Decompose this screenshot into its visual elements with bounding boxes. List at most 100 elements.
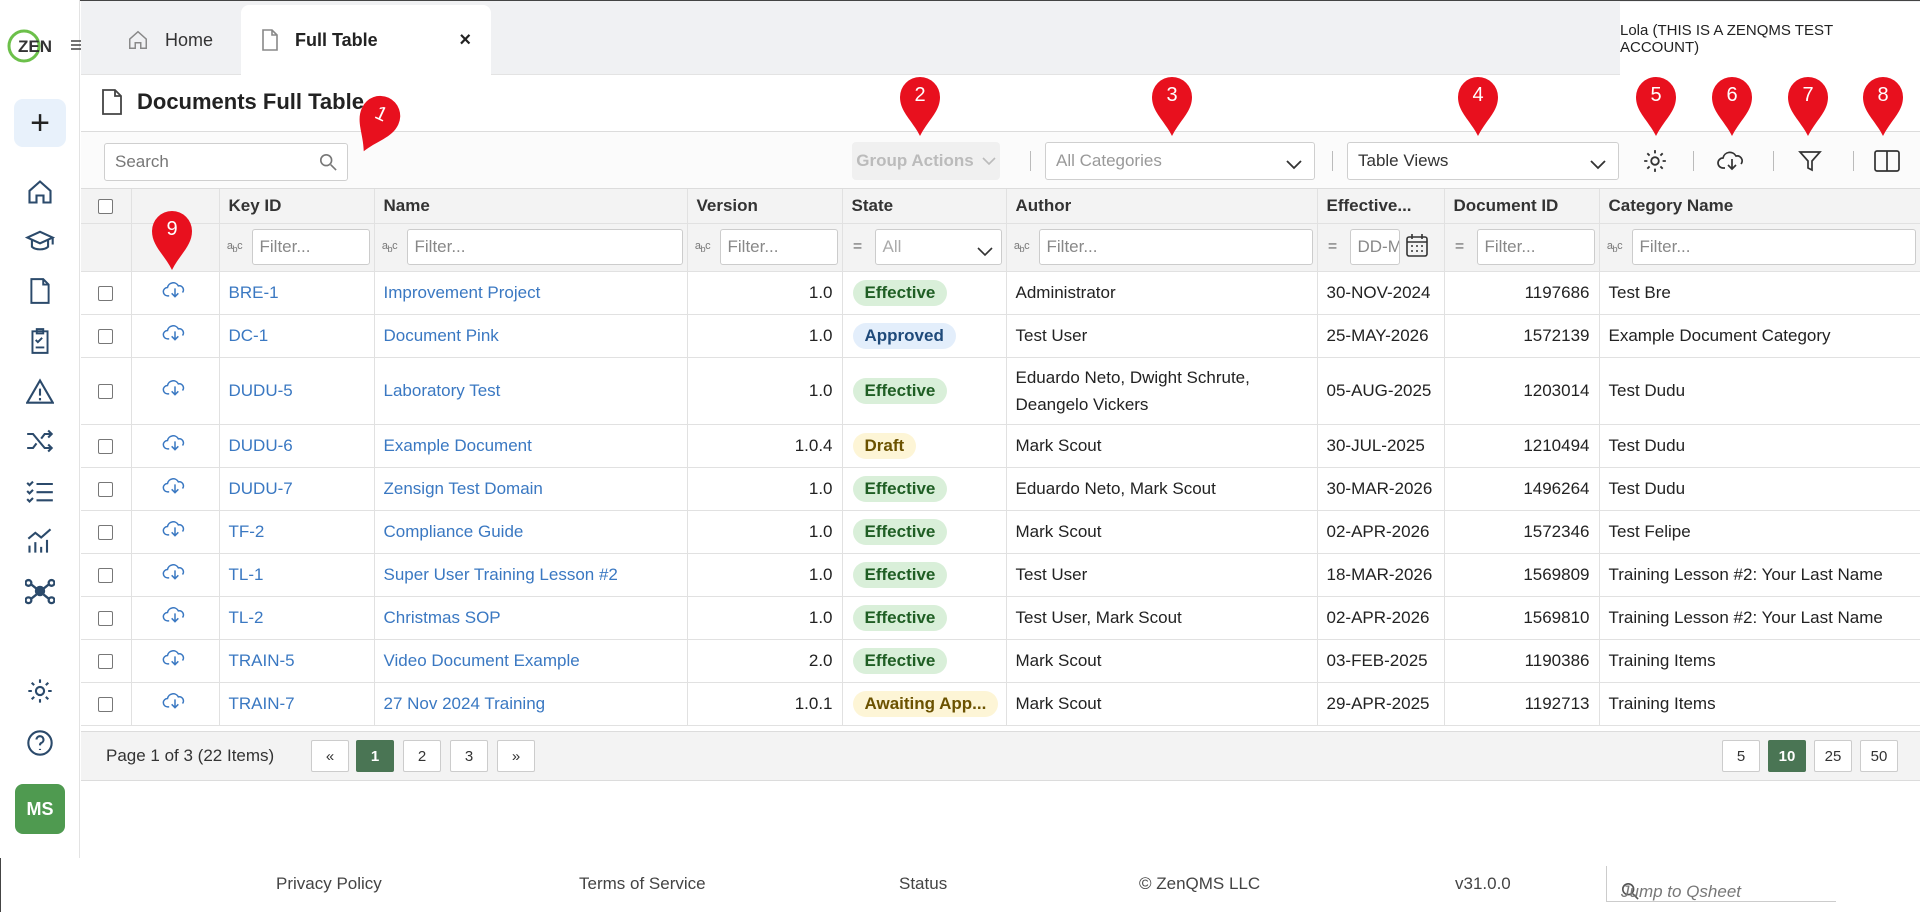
task-list-icon[interactable] [24, 475, 56, 507]
privacy-policy-link[interactable]: Privacy Policy [276, 874, 382, 893]
search-input[interactable]: Search [104, 143, 348, 181]
next-page-button[interactable]: » [497, 740, 535, 772]
state-filter-select[interactable]: All [874, 229, 1002, 265]
key-id-link[interactable]: TL-1 [219, 553, 375, 597]
home-icon[interactable] [24, 176, 56, 208]
search-icon[interactable] [319, 153, 337, 176]
column-header-effective[interactable]: Effective... [1317, 189, 1445, 224]
page-button-1[interactable]: 1 [356, 740, 394, 772]
close-tab-icon[interactable]: × [459, 28, 471, 51]
document-name-link[interactable]: Laboratory Test [374, 357, 688, 425]
table-row[interactable]: TL-2 Christmas SOP 1.0 Effective Test User, … [81, 596, 1920, 640]
document-name-link[interactable]: Improvement Project [374, 271, 688, 315]
key-id-link[interactable]: TRAIN-5 [219, 639, 375, 683]
row-checkbox[interactable] [98, 567, 114, 583]
cloud-download-icon[interactable] [162, 605, 188, 625]
status-link[interactable]: Status [899, 874, 948, 893]
table-row[interactable]: DUDU-5 Laboratory Test 1.0 Effective Eduardo… [81, 357, 1920, 425]
user-account-label[interactable]: Lola (THIS IS A ZENQMS TEST ACCOUNT) [1620, 2, 1920, 76]
cloud-download-icon[interactable] [162, 323, 188, 343]
cloud-download-icon[interactable] [1717, 146, 1747, 176]
shuffle-icon[interactable] [24, 425, 56, 457]
date-filter[interactable]: DD-M [1349, 229, 1400, 265]
page-button-2[interactable]: 2 [403, 740, 441, 772]
document-name-link[interactable]: Super User Training Lesson #2 [374, 553, 688, 597]
key-id-link[interactable]: DUDU-7 [219, 467, 375, 511]
settings-gear-icon[interactable] [1640, 146, 1670, 176]
key-id-link[interactable]: TL-2 [219, 596, 375, 640]
user-avatar[interactable]: MS [15, 784, 65, 834]
key-id-link[interactable]: DC-1 [219, 314, 375, 358]
document-name-link[interactable]: Video Document Example [374, 639, 688, 683]
column-header-state[interactable]: State [842, 189, 1007, 224]
page-size-25[interactable]: 25 [1814, 740, 1852, 772]
zen-logo[interactable]: ZEN [7, 28, 55, 64]
checklist-icon[interactable] [24, 325, 56, 357]
key-id-filter[interactable]: Filter... [251, 229, 370, 265]
text-filter-icon[interactable]: abc [694, 239, 711, 255]
row-checkbox[interactable] [98, 610, 114, 626]
text-filter-icon[interactable]: abc [226, 239, 243, 255]
author-filter[interactable]: Filter... [1038, 229, 1313, 265]
document-name-link[interactable]: Example Document [374, 424, 688, 468]
cloud-download-icon[interactable] [162, 280, 188, 300]
cloud-download-icon[interactable] [162, 519, 188, 539]
jump-to-qsheet-input[interactable]: Jump to Qsheet [1606, 866, 1836, 902]
page-button-3[interactable]: 3 [450, 740, 488, 772]
row-checkbox[interactable] [98, 481, 114, 497]
table-row[interactable]: DUDU-6 Example Document 1.0.4 Draft Mark Sco… [81, 424, 1920, 468]
table-row[interactable]: BRE-1 Improvement Project 1.0 Effective Admi… [81, 271, 1920, 315]
key-id-link[interactable]: BRE-1 [219, 271, 375, 315]
cloud-download-icon[interactable] [162, 691, 188, 711]
analytics-icon[interactable] [24, 525, 56, 557]
text-filter-icon[interactable]: abc [1013, 239, 1030, 255]
table-views-select[interactable]: Table Views [1347, 142, 1619, 180]
table-row[interactable]: DUDU-7 Zensign Test Domain 1.0 Effective Edu… [81, 467, 1920, 511]
page-size-50[interactable]: 50 [1860, 740, 1898, 772]
column-header-name[interactable]: Name [374, 189, 688, 224]
document-name-link[interactable]: 27 Nov 2024 Training [374, 682, 688, 726]
row-checkbox[interactable] [98, 285, 114, 301]
group-actions-button[interactable]: Group Actions [852, 142, 1000, 180]
column-header-category[interactable]: Category Name [1599, 189, 1920, 224]
row-checkbox[interactable] [98, 696, 114, 712]
documents-icon[interactable] [24, 275, 56, 307]
tab-home[interactable]: Home [127, 5, 213, 75]
help-icon[interactable] [24, 727, 56, 759]
document-name-link[interactable]: Christmas SOP [374, 596, 688, 640]
cloud-download-icon[interactable] [162, 433, 188, 453]
training-icon[interactable] [24, 225, 56, 257]
key-id-link[interactable]: DUDU-6 [219, 424, 375, 468]
cloud-download-icon[interactable] [162, 378, 188, 398]
calendar-icon[interactable] [1405, 233, 1428, 262]
page-size-10[interactable]: 10 [1768, 740, 1806, 772]
equals-filter-icon[interactable]: = [852, 238, 863, 255]
categories-select[interactable]: All Categories [1045, 142, 1315, 180]
row-checkbox[interactable] [98, 653, 114, 669]
column-header-key-id[interactable]: Key ID [219, 189, 375, 224]
row-checkbox[interactable] [98, 438, 114, 454]
document-id-filter[interactable]: Filter... [1476, 229, 1595, 265]
warning-icon[interactable] [24, 375, 56, 407]
cloud-download-icon[interactable] [162, 648, 188, 668]
table-row[interactable]: TRAIN-5 Video Document Example 2.0 Effectiv… [81, 639, 1920, 683]
document-name-link[interactable]: Compliance Guide [374, 510, 688, 554]
select-all-checkbox[interactable] [98, 198, 114, 214]
filter-icon[interactable] [1795, 146, 1825, 176]
cloud-download-icon[interactable] [162, 476, 188, 496]
document-name-link[interactable]: Document Pink [374, 314, 688, 358]
table-row[interactable]: TRAIN-7 27 Nov 2024 Training 1.0.1 Awaiting… [81, 682, 1920, 726]
category-filter[interactable]: Filter... [1631, 229, 1916, 265]
split-view-icon[interactable] [1872, 146, 1902, 176]
equals-filter-icon[interactable]: = [1327, 238, 1338, 255]
text-filter-icon[interactable]: abc [1606, 239, 1623, 255]
equals-filter-icon[interactable]: = [1454, 238, 1465, 255]
name-filter[interactable]: Filter... [406, 229, 683, 265]
page-size-5[interactable]: 5 [1722, 740, 1760, 772]
table-row[interactable]: DC-1 Document Pink 1.0 Approved Test User 25-… [81, 314, 1920, 358]
row-checkbox[interactable] [98, 383, 114, 399]
key-id-link[interactable]: TRAIN-7 [219, 682, 375, 726]
column-header-document-id[interactable]: Document ID [1444, 189, 1600, 224]
key-id-link[interactable]: DUDU-5 [219, 357, 375, 425]
text-filter-icon[interactable]: abc [381, 239, 398, 255]
